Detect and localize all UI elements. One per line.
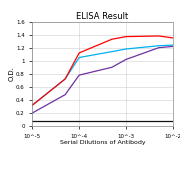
Title: ELISA Result: ELISA Result bbox=[76, 12, 129, 21]
X-axis label: Serial Dilutions of Antibody: Serial Dilutions of Antibody bbox=[60, 140, 145, 145]
Y-axis label: O.D.: O.D. bbox=[9, 66, 15, 81]
